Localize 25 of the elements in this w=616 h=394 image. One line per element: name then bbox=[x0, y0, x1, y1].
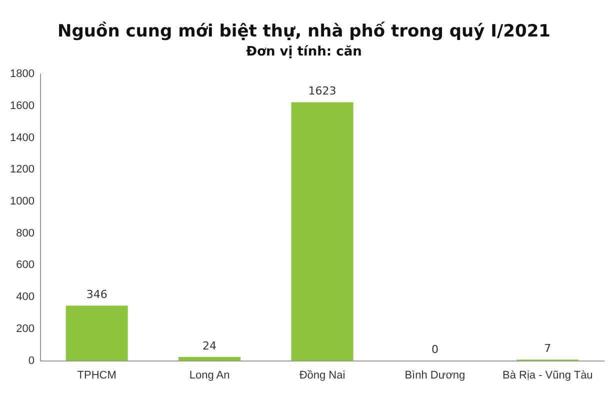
data-label: 346 bbox=[86, 288, 108, 302]
y-tick-label: 1600 bbox=[10, 100, 34, 112]
y-tick-label: 1800 bbox=[10, 68, 34, 80]
x-tick-label: TPHCM bbox=[77, 369, 116, 382]
bar bbox=[66, 306, 128, 361]
data-label: 1623 bbox=[308, 84, 336, 98]
y-tick-label: 200 bbox=[16, 322, 34, 335]
x-tick-label: Long An bbox=[189, 369, 230, 382]
data-label: 7 bbox=[544, 342, 552, 356]
data-label: 24 bbox=[202, 339, 217, 352]
y-tick-label: 1200 bbox=[10, 164, 34, 176]
y-tick-label: 1000 bbox=[10, 196, 34, 208]
x-tick-label: Bình Dương bbox=[404, 369, 466, 382]
y-tick-label: 800 bbox=[16, 227, 34, 240]
y-tick-label: 0 bbox=[28, 354, 34, 367]
chart-subtitle: Đơn vị tính: căn bbox=[246, 44, 362, 60]
bar bbox=[178, 356, 241, 361]
y-tick-label: 600 bbox=[16, 259, 34, 272]
data-label: 0 bbox=[431, 343, 438, 356]
y-tick-label: 1400 bbox=[10, 132, 34, 144]
x-tick-label: Bà Rịa - Vũng Tàu bbox=[502, 369, 593, 382]
y-tick-label: 400 bbox=[16, 291, 34, 304]
x-tick-label: Đồng Nai bbox=[299, 369, 346, 382]
bar bbox=[291, 102, 354, 361]
chart-title: Nguồn cung mới biệt thự, nhà phố trong quý I/2021 bbox=[58, 22, 550, 42]
